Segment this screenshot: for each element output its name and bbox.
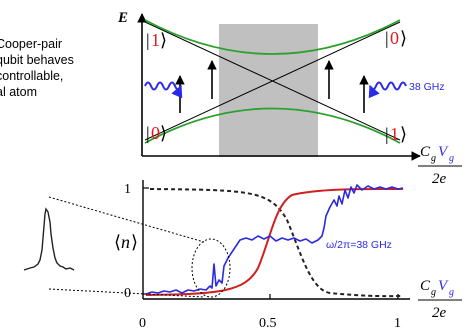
microwave-wave-icon <box>144 81 183 99</box>
caption-text: Cooper-pair qubit behaves controllable, … <box>0 36 124 100</box>
svg-text:⟩: ⟩ <box>400 124 407 144</box>
measured-data-trace <box>145 184 404 295</box>
svg-text:C: C <box>420 278 431 294</box>
degeneracy-shaded-region <box>219 24 318 157</box>
svg-text:|: | <box>146 123 150 143</box>
caption-line: qubit behaves <box>0 53 74 67</box>
svg-text:⟩: ⟩ <box>131 232 138 252</box>
x-tick-label-05: 0.5 <box>259 316 277 331</box>
ket-bottom-left-value: 0 <box>151 123 160 143</box>
x-tick-label-0: 0 <box>139 316 146 331</box>
zoom-region-ellipse <box>191 238 231 298</box>
plot-x-axis-label: C g V g 2e <box>418 278 462 321</box>
svg-text:g: g <box>449 153 454 164</box>
zoom-guide-line <box>48 288 205 298</box>
svg-text:2e: 2e <box>432 305 447 321</box>
ket-bottom-right-value: 1 <box>390 124 399 144</box>
complement-dashed-curve <box>149 188 404 298</box>
svg-text:V: V <box>438 278 449 294</box>
ket-top-right: | 0 ⟩ <box>385 28 407 48</box>
frequency-annotation: ω/2π=38 GHz <box>326 239 392 251</box>
zoom-guide-line <box>48 196 205 243</box>
svg-text:⟨: ⟨ <box>114 232 121 252</box>
ket-top-left-value: 1 <box>151 30 160 50</box>
svg-text:|: | <box>146 30 150 50</box>
svg-text:g: g <box>449 287 454 298</box>
y-tick-label-1: 1 <box>124 182 131 197</box>
svg-text:2e: 2e <box>432 171 447 187</box>
energy-x-axis-label: C g V g 2e <box>418 144 462 187</box>
x-tick-label-1: 1 <box>394 316 401 331</box>
ket-bottom-left: | 0 ⟩ <box>146 123 167 143</box>
svg-text:|: | <box>385 124 389 144</box>
mean-charge-axis-label: ⟨ n ⟩ <box>114 232 138 252</box>
svg-text:V: V <box>438 144 449 160</box>
svg-text:|: | <box>385 28 389 48</box>
svg-text:⟩: ⟩ <box>160 123 167 143</box>
svg-text:⟩: ⟩ <box>400 28 407 48</box>
inset-peak-trace <box>23 207 75 271</box>
upper-energy-level <box>144 19 401 55</box>
ket-top-left: | 1 ⟩ <box>146 30 167 50</box>
svg-text:g: g <box>431 287 436 298</box>
ket-top-right-value: 0 <box>390 28 399 48</box>
microwave-frequency-label: 38 GHz <box>409 81 445 93</box>
energy-axis-label: E <box>117 10 128 26</box>
ket-bottom-right: | 1 ⟩ <box>385 124 407 144</box>
measurement-plot: 1 0 0 0.5 1 ⟨ n ⟩ ω/2π=38 GHz C g V <box>23 180 462 331</box>
svg-text:g: g <box>431 153 436 164</box>
energy-diagram: 38 GHz E | 1 ⟩ | 0 ⟩ | 0 ⟩ | 1 ⟩ C g V <box>117 10 462 187</box>
svg-text:n: n <box>121 232 130 252</box>
svg-text:⟩: ⟩ <box>160 30 167 50</box>
caption-line: controllable, <box>0 69 64 83</box>
sigmoid-curve <box>145 187 404 296</box>
svg-text:C: C <box>420 144 431 160</box>
microwave-wave-icon <box>368 81 407 99</box>
caption-line: Cooper-pair <box>0 37 63 51</box>
charge-state-line <box>144 21 401 141</box>
caption-line: al atom <box>0 85 37 99</box>
y-tick-label-0: 0 <box>124 286 131 301</box>
lower-energy-level <box>144 107 401 144</box>
